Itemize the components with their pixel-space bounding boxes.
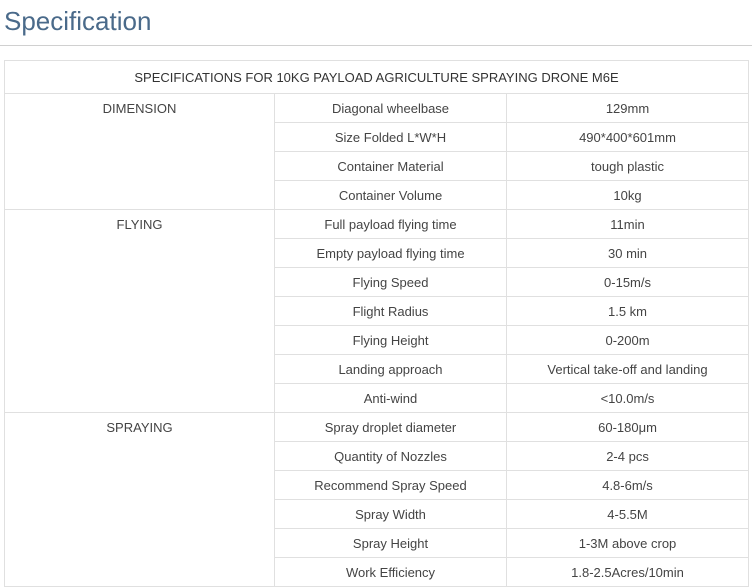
value-cell: 60-180μm: [507, 413, 749, 442]
param-cell: Flying Speed: [275, 268, 507, 297]
value-cell: tough plastic: [507, 152, 749, 181]
param-cell: Empty payload flying time: [275, 239, 507, 268]
param-cell: Landing approach: [275, 355, 507, 384]
value-cell: 0-15m/s: [507, 268, 749, 297]
category-cell: SPRAYING: [5, 413, 275, 587]
param-cell: Anti-wind: [275, 384, 507, 413]
table-row: FLYINGFull payload flying time11min: [5, 210, 749, 239]
value-cell: 4-5.5M: [507, 500, 749, 529]
table-row: SPRAYINGSpray droplet diameter60-180μm: [5, 413, 749, 442]
param-cell: Full payload flying time: [275, 210, 507, 239]
value-cell: 4.8-6m/s: [507, 471, 749, 500]
table-title-cell: SPECIFICATIONS FOR 10KG PAYLOAD AGRICULT…: [5, 61, 749, 94]
param-cell: Flying Height: [275, 326, 507, 355]
category-cell: FLYING: [5, 210, 275, 413]
value-cell: 0-200m: [507, 326, 749, 355]
param-cell: Flight Radius: [275, 297, 507, 326]
param-cell: Recommend Spray Speed: [275, 471, 507, 500]
param-cell: Container Material: [275, 152, 507, 181]
value-cell: 129mm: [507, 94, 749, 123]
param-cell: Work Efficiency: [275, 558, 507, 587]
table-title-row: SPECIFICATIONS FOR 10KG PAYLOAD AGRICULT…: [5, 61, 749, 94]
value-cell: 1.5 km: [507, 297, 749, 326]
param-cell: Spray Height: [275, 529, 507, 558]
param-cell: Spray Width: [275, 500, 507, 529]
value-cell: 10kg: [507, 181, 749, 210]
value-cell: 2-4 pcs: [507, 442, 749, 471]
value-cell: 1.8-2.5Acres/10min: [507, 558, 749, 587]
param-cell: Container Volume: [275, 181, 507, 210]
value-cell: <10.0m/s: [507, 384, 749, 413]
table-row: DIMENSIONDiagonal wheelbase129mm: [5, 94, 749, 123]
value-cell: 1-3M above crop: [507, 529, 749, 558]
value-cell: Vertical take-off and landing: [507, 355, 749, 384]
param-cell: Quantity of Nozzles: [275, 442, 507, 471]
category-cell: DIMENSION: [5, 94, 275, 210]
param-cell: Spray droplet diameter: [275, 413, 507, 442]
value-cell: 490*400*601mm: [507, 123, 749, 152]
spec-table-body: SPECIFICATIONS FOR 10KG PAYLOAD AGRICULT…: [5, 61, 749, 587]
page-title: Specification: [0, 0, 752, 46]
value-cell: 11min: [507, 210, 749, 239]
spec-table: SPECIFICATIONS FOR 10KG PAYLOAD AGRICULT…: [4, 60, 749, 587]
param-cell: Diagonal wheelbase: [275, 94, 507, 123]
value-cell: 30 min: [507, 239, 749, 268]
param-cell: Size Folded L*W*H: [275, 123, 507, 152]
